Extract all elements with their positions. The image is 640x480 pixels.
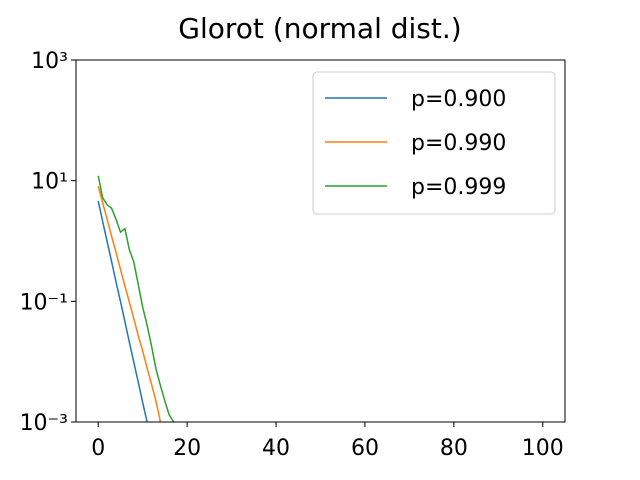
y-tick-label: 10¹ xyxy=(31,170,68,195)
legend-label: p=0.999 xyxy=(411,175,506,200)
legend-box xyxy=(312,71,556,215)
data-line xyxy=(97,200,148,422)
chart-title: Glorot (normal dist.) xyxy=(178,12,461,45)
plot-frame xyxy=(75,59,566,423)
x-tick-label: 40 xyxy=(262,436,290,461)
data-line xyxy=(97,185,162,422)
x-tick-label: 60 xyxy=(351,436,379,461)
data-line xyxy=(97,175,175,422)
y-tick-label: 10³ xyxy=(31,49,68,74)
y-tick-label: 10⁻³ xyxy=(20,411,68,436)
x-tick-label: 20 xyxy=(173,436,201,461)
x-tick-label: 100 xyxy=(522,436,564,461)
x-tick-label: 0 xyxy=(91,436,105,461)
legend-label: p=0.900 xyxy=(411,87,506,112)
x-tick-label: 80 xyxy=(440,436,468,461)
y-tick-label: 10⁻¹ xyxy=(20,290,68,315)
legend-label: p=0.990 xyxy=(411,131,506,156)
